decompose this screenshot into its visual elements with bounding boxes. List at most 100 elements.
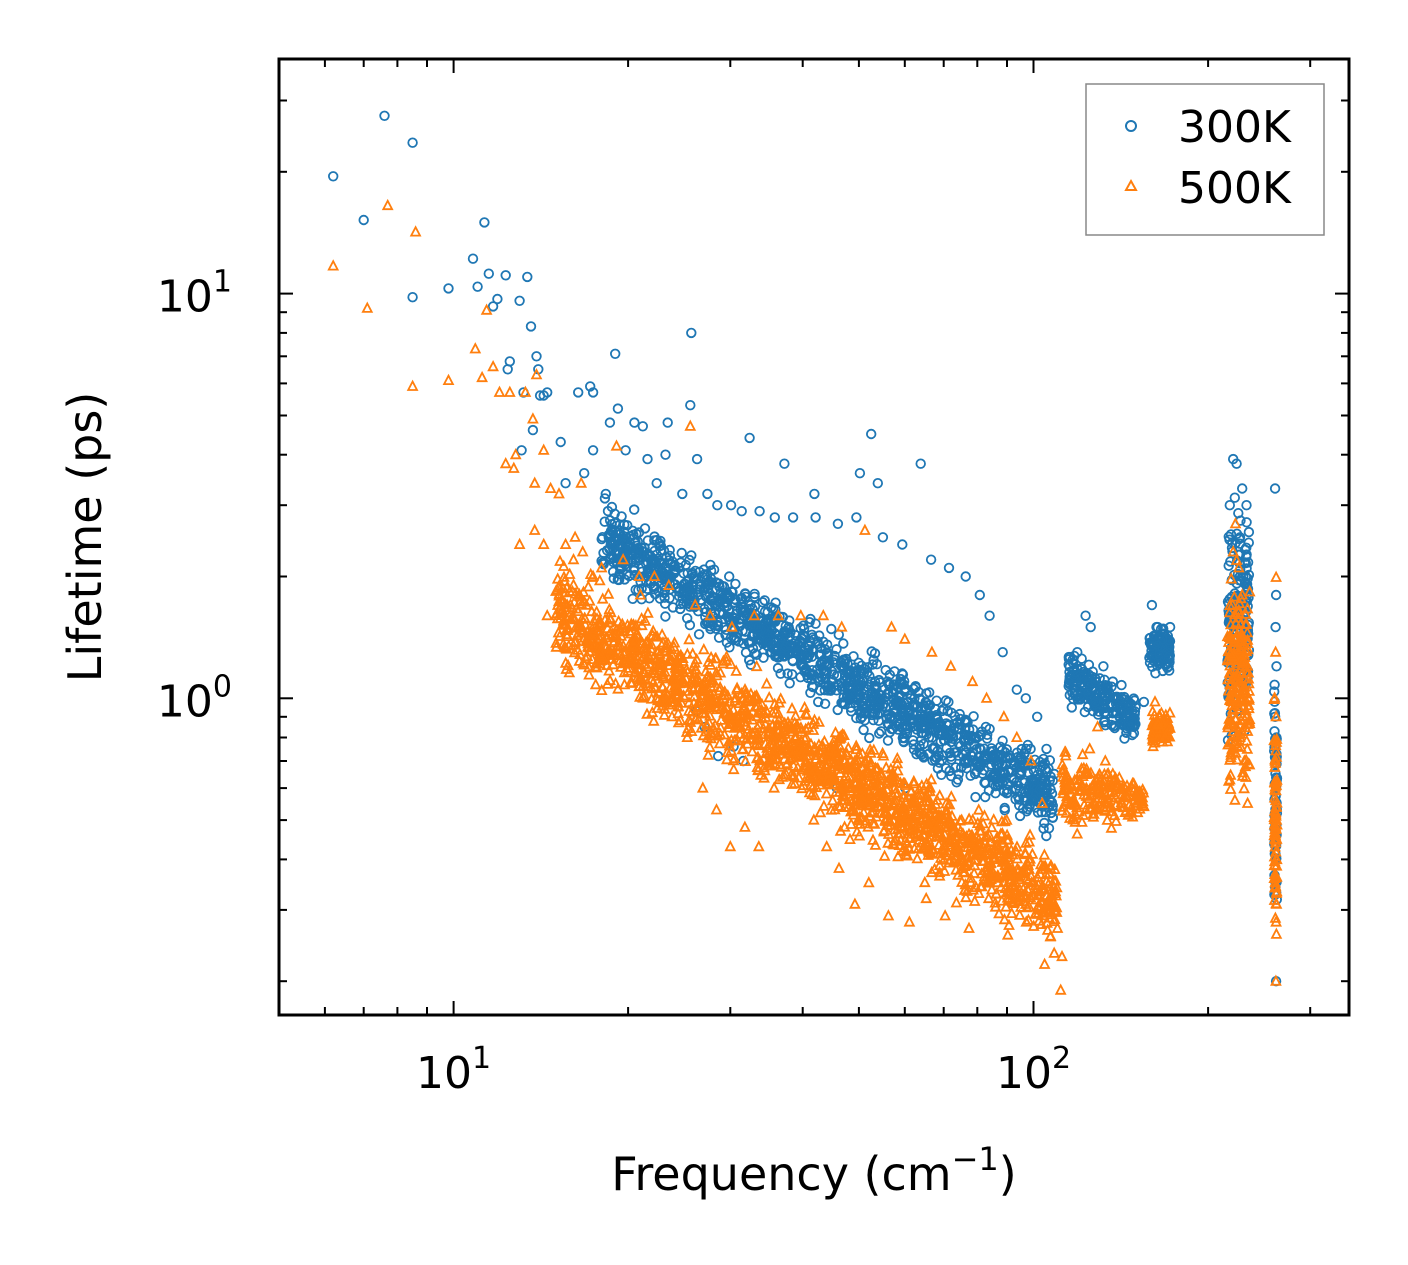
data-point-500k bbox=[786, 749, 799, 761]
data-point-300k bbox=[682, 613, 693, 624]
data-point-300k bbox=[789, 638, 800, 649]
data-point-500k bbox=[966, 674, 979, 687]
data-point-300k bbox=[953, 768, 964, 780]
data-point-500k bbox=[1025, 869, 1038, 881]
data-point-300k bbox=[1107, 706, 1118, 718]
data-point-500k bbox=[1001, 845, 1013, 858]
data-point-500k bbox=[1101, 813, 1114, 825]
data-point-300k bbox=[1224, 500, 1236, 511]
data-point-500k bbox=[985, 883, 998, 895]
data-point-500k bbox=[936, 830, 948, 842]
data-point-500k bbox=[1229, 793, 1241, 805]
data-point-500k bbox=[721, 688, 734, 701]
data-point-500k bbox=[1238, 672, 1250, 684]
data-point-300k bbox=[645, 551, 656, 562]
data-point-300k bbox=[631, 548, 642, 560]
data-point-300k bbox=[1243, 526, 1255, 538]
data-point-500k bbox=[561, 598, 574, 610]
data-point-300k bbox=[855, 713, 866, 724]
data-point-500k bbox=[773, 758, 786, 770]
data-point-300k bbox=[872, 478, 884, 489]
data-point-500k bbox=[692, 702, 704, 715]
data-point-500k bbox=[995, 880, 1008, 892]
data-point-500k bbox=[577, 656, 590, 668]
data-point-500k bbox=[823, 766, 836, 779]
data-point-500k bbox=[922, 832, 935, 845]
data-point-500k bbox=[633, 569, 646, 581]
data-point-300k bbox=[1223, 560, 1234, 571]
data-point-300k bbox=[807, 665, 818, 676]
data-point-300k bbox=[701, 579, 712, 590]
data-point-500k bbox=[906, 822, 918, 834]
data-point-300k bbox=[779, 458, 790, 469]
data-point-500k bbox=[560, 581, 573, 593]
data-point-500k bbox=[894, 798, 907, 810]
data-point-300k bbox=[492, 293, 503, 305]
data-point-500k bbox=[699, 707, 712, 719]
data-point-500k bbox=[725, 744, 738, 756]
data-point-300k bbox=[875, 726, 887, 737]
data-point-500k bbox=[721, 709, 734, 721]
data-point-500k bbox=[938, 853, 950, 865]
data-point-500k bbox=[983, 875, 996, 887]
data-point-300k bbox=[962, 716, 973, 728]
data-point-500k bbox=[551, 583, 564, 595]
data-point-500k bbox=[944, 659, 957, 671]
data-point-300k bbox=[722, 601, 733, 612]
data-point-300k bbox=[970, 756, 982, 768]
data-point-500k bbox=[998, 912, 1011, 925]
data-point-500k bbox=[833, 730, 846, 743]
data-point-500k bbox=[665, 642, 678, 654]
data-point-500k bbox=[705, 672, 718, 685]
data-point-500k bbox=[755, 703, 768, 715]
data-point-300k bbox=[407, 292, 418, 303]
data-point-300k bbox=[1013, 794, 1025, 805]
data-point-500k bbox=[1029, 906, 1042, 918]
data-point-500k bbox=[830, 748, 842, 761]
data-point-300k bbox=[649, 535, 660, 546]
data-point-500k bbox=[763, 690, 776, 703]
data-point-500k bbox=[575, 476, 588, 488]
data-point-500k bbox=[551, 612, 564, 624]
data-point-500k bbox=[713, 737, 726, 749]
data-point-500k bbox=[641, 660, 654, 672]
data-point-500k bbox=[663, 658, 676, 671]
data-point-500k bbox=[1002, 833, 1015, 845]
data-point-300k bbox=[1032, 769, 1043, 780]
data-point-500k bbox=[673, 669, 686, 681]
data-point-500k bbox=[978, 863, 991, 875]
x-tick-label: 101 bbox=[416, 1041, 491, 1099]
data-point-500k bbox=[1229, 517, 1242, 529]
data-point-300k bbox=[1034, 764, 1045, 775]
data-point-500k bbox=[850, 739, 863, 751]
data-point-300k bbox=[1041, 743, 1052, 755]
data-point-500k bbox=[740, 704, 753, 716]
data-point-500k bbox=[1270, 927, 1283, 939]
data-point-500k bbox=[880, 760, 893, 773]
data-point-300k bbox=[531, 351, 542, 362]
data-point-500k bbox=[787, 768, 800, 780]
data-point-300k bbox=[970, 791, 981, 803]
data-point-500k bbox=[1038, 848, 1051, 860]
data-point-500k bbox=[596, 592, 609, 604]
data-point-500k bbox=[553, 487, 565, 499]
data-point-500k bbox=[822, 778, 835, 790]
data-point-500k bbox=[1021, 872, 1033, 884]
data-point-500k bbox=[1014, 900, 1027, 912]
data-point-500k bbox=[617, 621, 630, 633]
data-point-300k bbox=[805, 687, 816, 699]
data-point-500k bbox=[721, 752, 733, 765]
data-point-300k bbox=[759, 606, 771, 617]
data-point-500k bbox=[989, 900, 1002, 912]
data-point-500k bbox=[1270, 570, 1282, 582]
data-point-500k bbox=[731, 683, 743, 695]
data-point-500k bbox=[960, 890, 972, 903]
data-point-500k bbox=[759, 717, 772, 729]
data-point-500k bbox=[663, 653, 675, 665]
data-point-500k bbox=[647, 714, 660, 726]
data-point-500k bbox=[682, 684, 695, 696]
data-point-500k bbox=[724, 707, 736, 720]
data-point-500k bbox=[1239, 607, 1252, 619]
data-point-500k bbox=[652, 644, 665, 656]
data-point-500k bbox=[664, 681, 676, 693]
